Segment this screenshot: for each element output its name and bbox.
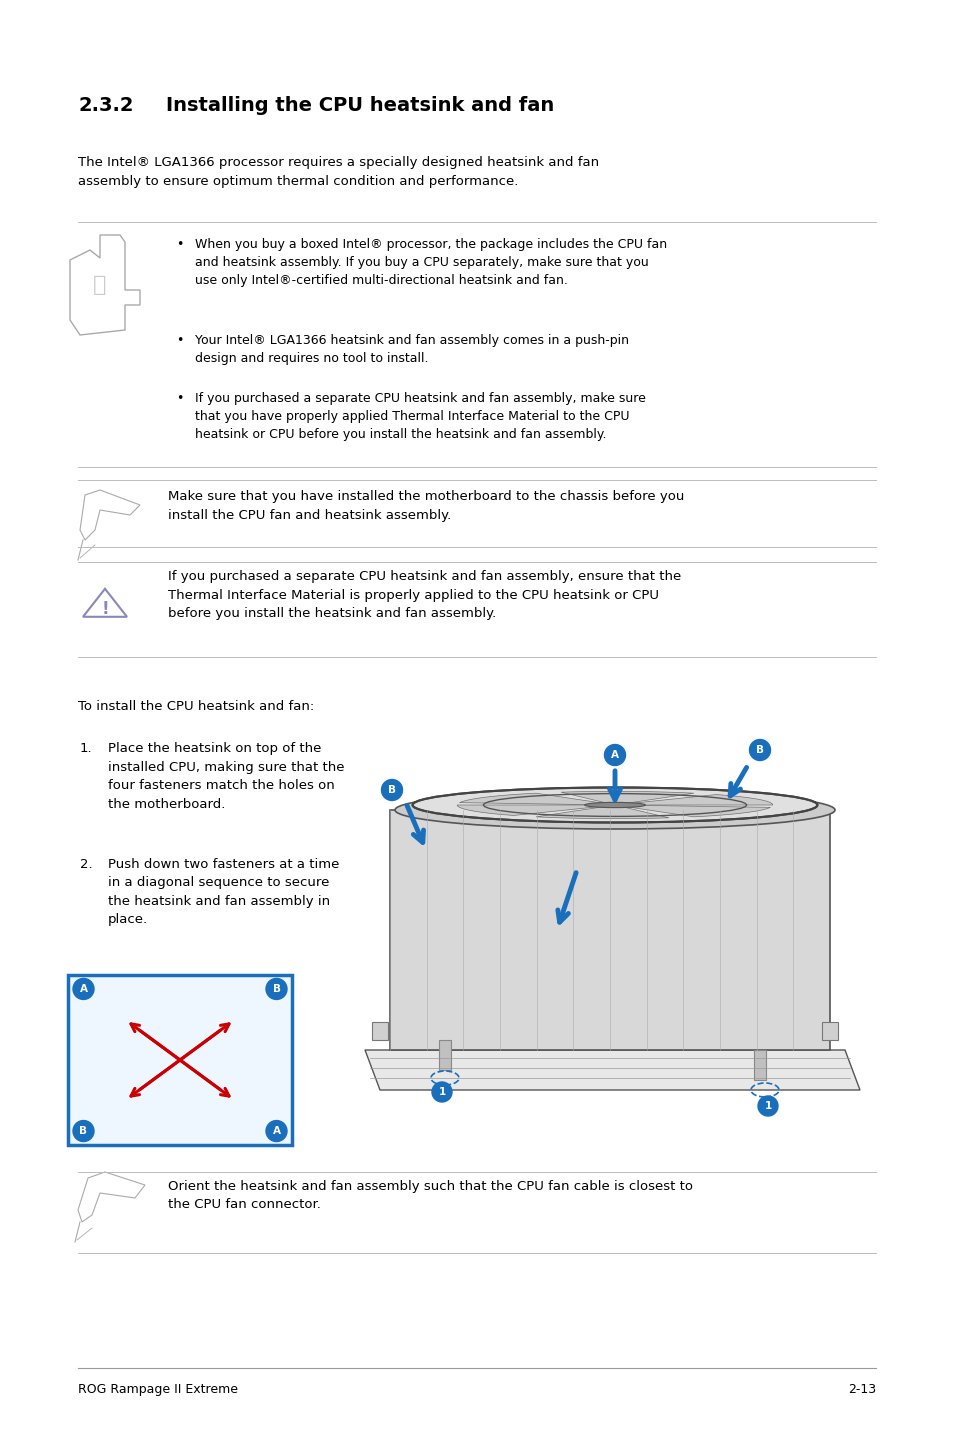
Text: 1: 1 [763,1102,771,1112]
Polygon shape [365,1050,859,1090]
Polygon shape [536,807,668,818]
Text: •: • [176,334,184,347]
Circle shape [73,978,94,999]
Text: B: B [79,1126,88,1136]
Bar [68,975,292,1145]
Text: B: B [273,984,280,994]
Text: 2.: 2. [80,858,92,871]
Text: A: A [610,751,618,761]
Circle shape [758,1096,778,1116]
Text: Push down two fasteners at a time
in a diagonal sequence to secure
the heatsink : Push down two fasteners at a time in a d… [108,858,339,926]
Text: If you purchased a separate CPU heatsink and fan assembly, make sure
that you ha: If you purchased a separate CPU heatsink… [194,393,645,441]
Ellipse shape [395,791,834,828]
Bar [438,1040,451,1070]
Text: 1.: 1. [80,742,92,755]
Text: ROG Rampage II Extreme: ROG Rampage II Extreme [78,1383,237,1396]
Text: Installing the CPU heatsink and fan: Installing the CPU heatsink and fan [166,96,554,115]
Text: Orient the heatsink and fan assembly such that the CPU fan cable is closest to
t: Orient the heatsink and fan assembly suc… [168,1181,692,1211]
Ellipse shape [584,802,644,808]
Polygon shape [456,805,598,815]
Text: If you purchased a separate CPU heatsink and fan assembly, ensure that the
Therm: If you purchased a separate CPU heatsink… [168,569,680,620]
Polygon shape [459,794,602,805]
Text: The Intel® LGA1366 processor requires a specially designed heatsink and fan
asse: The Intel® LGA1366 processor requires a … [78,155,598,187]
Polygon shape [630,795,772,805]
Circle shape [604,745,625,765]
Circle shape [73,1120,94,1142]
Text: Make sure that you have installed the motherboard to the chassis before you
inst: Make sure that you have installed the mo… [168,490,683,522]
Circle shape [266,1120,287,1142]
Circle shape [266,978,287,999]
Text: Your Intel® LGA1366 heatsink and fan assembly comes in a push-pin
design and req: Your Intel® LGA1366 heatsink and fan ass… [194,334,628,365]
Text: 2.3.2: 2.3.2 [78,96,133,115]
Text: A: A [273,1126,280,1136]
Text: Place the heatsink on top of the
installed CPU, making sure that the
four fasten: Place the heatsink on top of the install… [108,742,344,811]
Text: •: • [176,239,184,252]
Text: B: B [388,785,395,795]
Text: ✋: ✋ [93,275,107,295]
Text: !: ! [101,600,109,618]
Text: To install the CPU heatsink and fan:: To install the CPU heatsink and fan: [78,700,314,713]
Bar [390,810,829,1050]
Circle shape [749,739,770,761]
Ellipse shape [412,788,817,823]
Text: 1: 1 [438,1087,445,1097]
Bar [753,1050,765,1080]
Polygon shape [626,805,770,817]
Circle shape [381,779,402,801]
Circle shape [432,1081,452,1102]
Text: •: • [176,393,184,406]
Text: When you buy a boxed Intel® processor, the package includes the CPU fan
and heat: When you buy a boxed Intel® processor, t… [194,239,666,288]
Text: A: A [79,984,88,994]
Text: 2-13: 2-13 [847,1383,875,1396]
Bar [372,1022,388,1040]
Text: B: B [755,745,763,755]
Bar [821,1022,837,1040]
Polygon shape [560,791,693,804]
